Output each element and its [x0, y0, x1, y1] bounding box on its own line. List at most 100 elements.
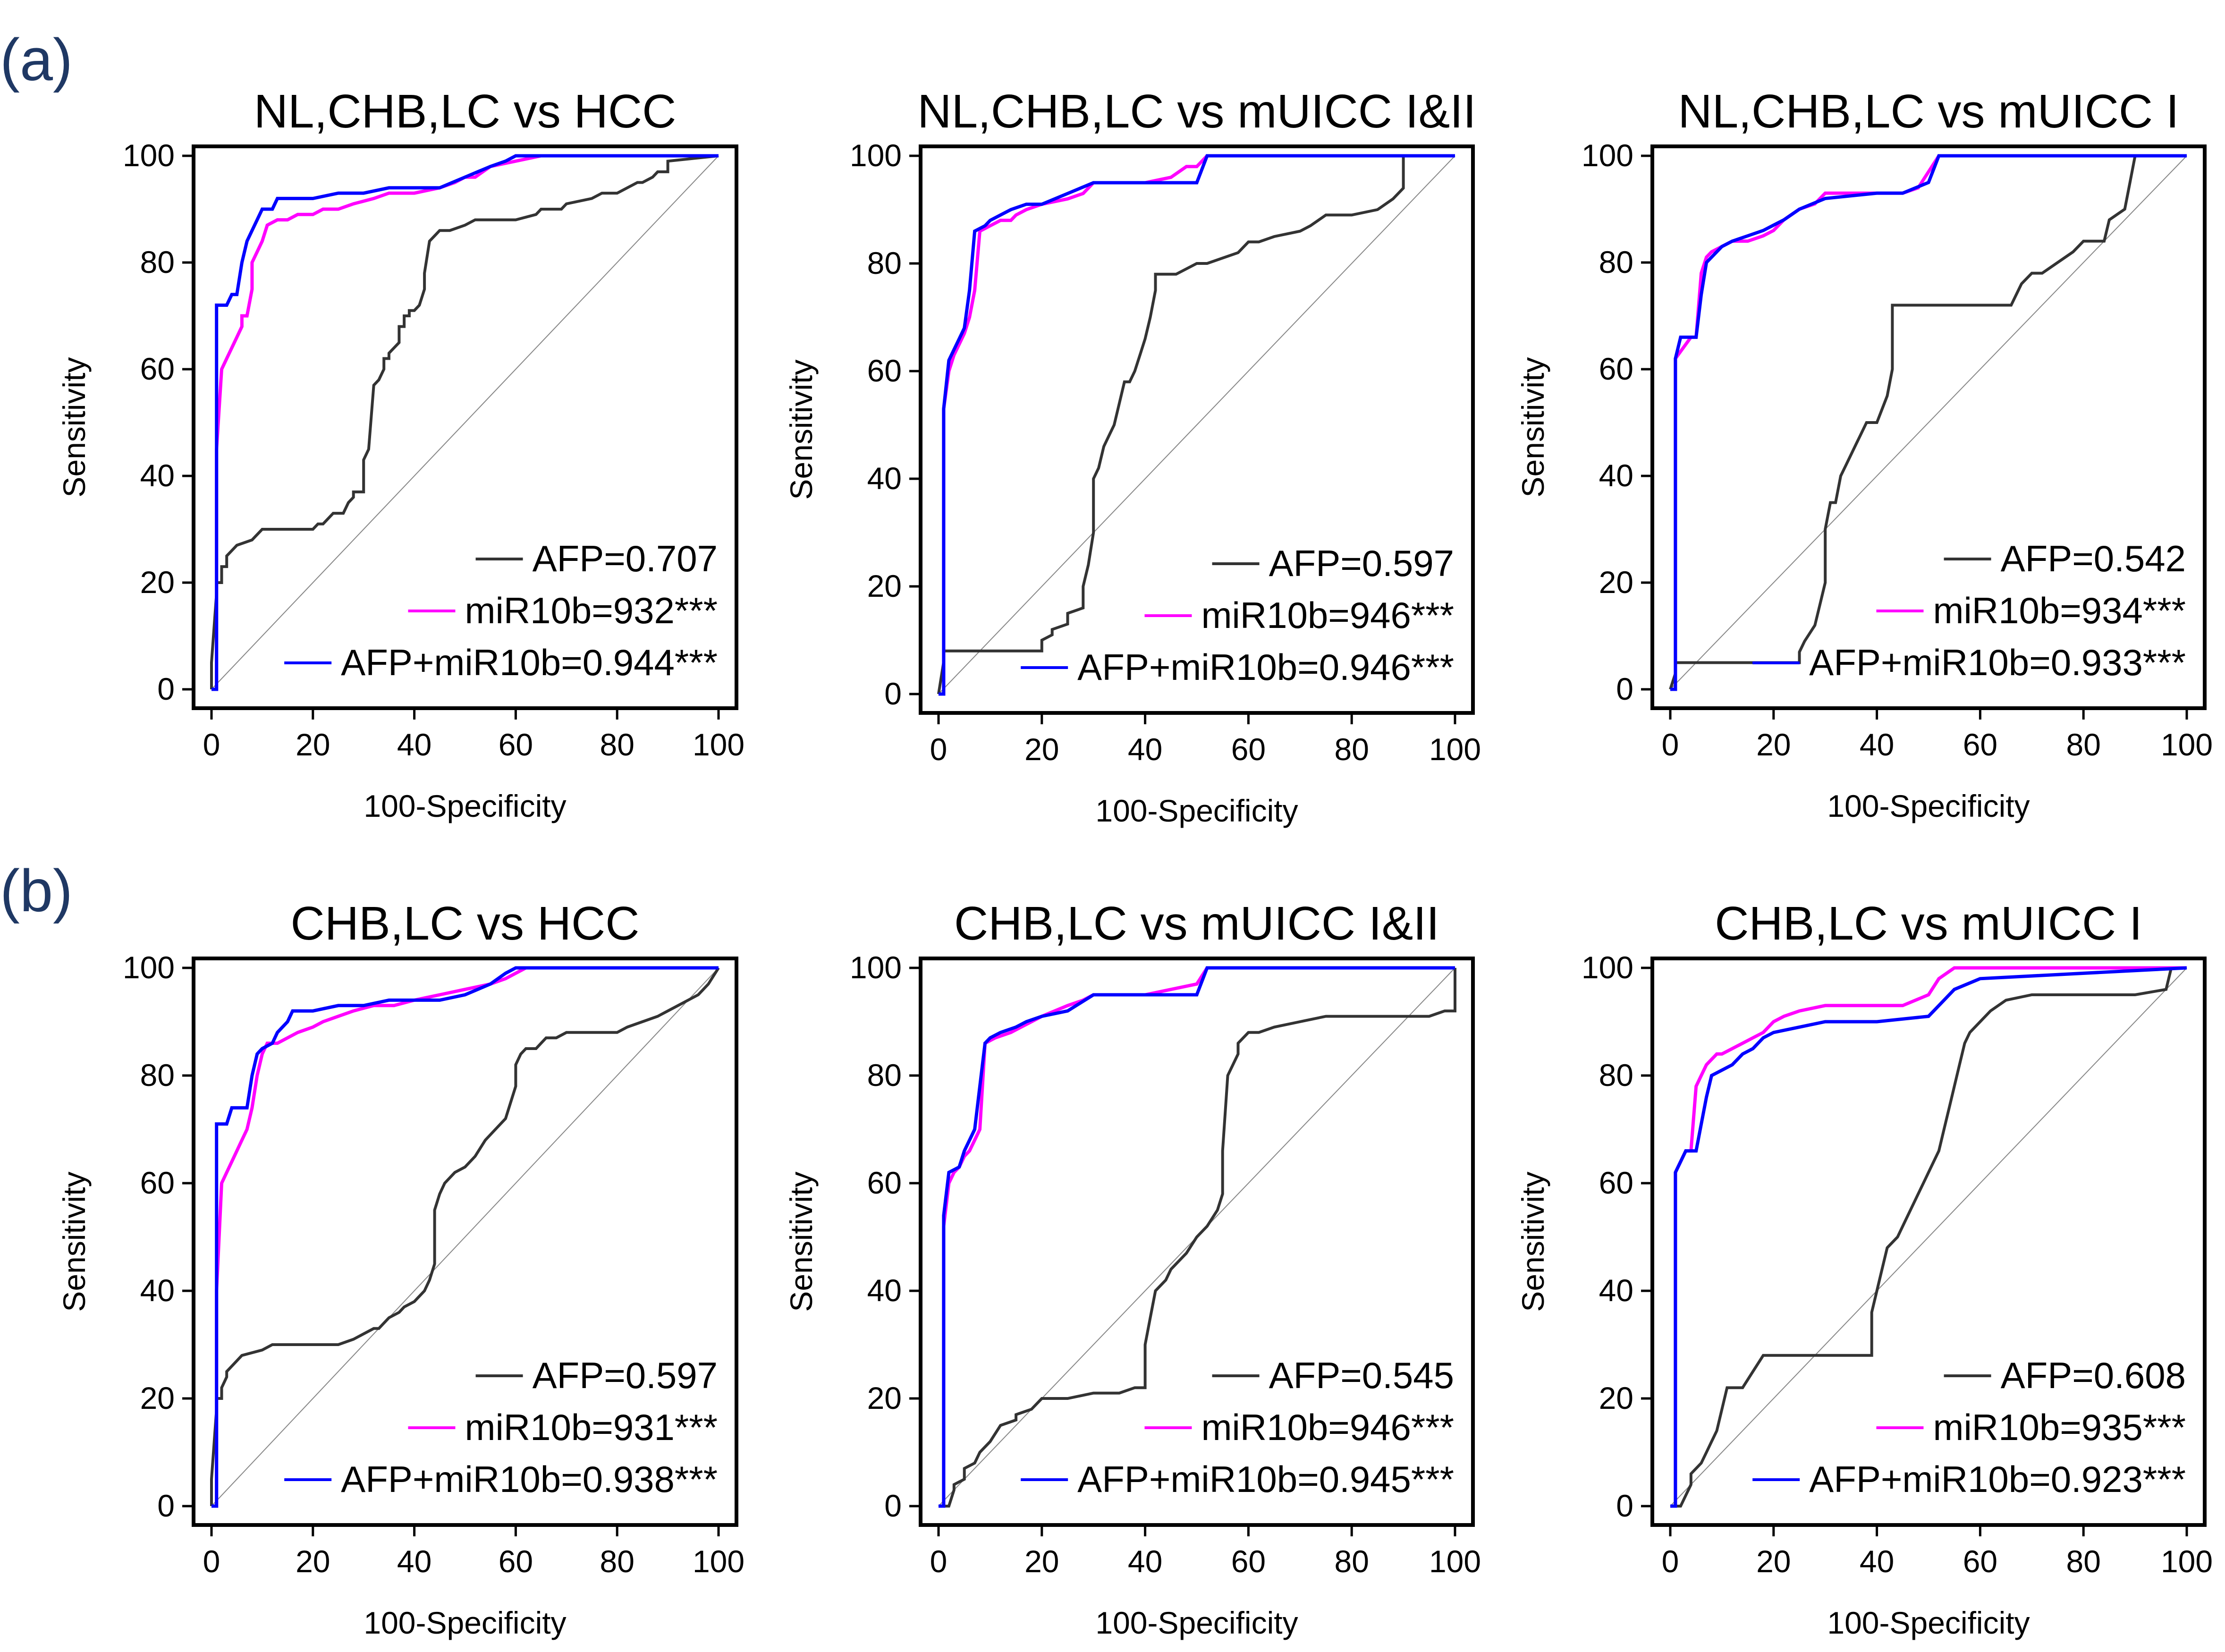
roc-curve-afp-mir10b: [939, 154, 1455, 696]
y-tick-label: 0: [157, 671, 175, 706]
y-tick-label: 0: [157, 1488, 175, 1523]
roc-curve-afp-mir10b: [939, 966, 1455, 1508]
x-tick-label: 100: [2161, 1544, 2213, 1579]
roc-chart-4: CHB,LC vs HCC 0 20 40 60 80 100 0 20 40 60 80 100 100…: [57, 897, 744, 1640]
roc-curve-afp: [937, 154, 1455, 695]
roc-chart-5: CHB,LC vs mUICC I&II 0 20 40 60 80 100 0 20 40 60 8…: [784, 897, 1481, 1640]
plot-frame: [919, 144, 1475, 715]
legend-entry-afp: AFP=0.597: [1269, 542, 1454, 584]
y-tick-label: 20: [867, 568, 902, 603]
y-tick-label: 80: [1599, 1058, 1633, 1093]
legend-entry-afp: AFP=0.608: [2001, 1355, 2186, 1396]
x-tick-label: 20: [1756, 1544, 1791, 1579]
legend-entry-afp-mir10b: AFP+miR10b=0.923***: [1809, 1458, 2186, 1500]
x-tick-label: 80: [600, 727, 634, 762]
roc-curve-mir10b: [212, 154, 719, 691]
legend-entry-mir10b: miR10b=932***: [465, 590, 718, 631]
roc-curve-afp: [210, 967, 720, 1506]
y-tick-label: 0: [1616, 671, 1633, 706]
y-tick-label: 100: [1582, 950, 1633, 985]
x-tick-label: 40: [397, 727, 431, 762]
x-tick-label: 100: [693, 727, 744, 762]
y-tick-label: 100: [850, 950, 902, 985]
y-tick-label: 0: [884, 676, 902, 711]
plot-frame: [192, 144, 738, 710]
x-axis-label: 100-Specificity: [1095, 793, 1298, 828]
legend-entry-afp-mir10b: AFP+miR10b=0.933***: [1809, 642, 2186, 683]
x-tick-label: 20: [1024, 732, 1059, 767]
roc-curve-mir10b: [939, 154, 1455, 696]
x-tick-label: 80: [1334, 1544, 1369, 1579]
legend-entry-afp: AFP=0.707: [533, 538, 718, 579]
roc-curve-mir10b: [939, 966, 1455, 1508]
y-tick-label: 100: [850, 138, 902, 173]
x-tick-label: 100: [1429, 732, 1481, 767]
y-axis-label: Sensitivity: [1515, 357, 1550, 497]
y-axis-label: Sensitivity: [57, 357, 92, 497]
plot-frame: [192, 957, 738, 1527]
y-tick-label: 20: [140, 565, 175, 600]
plot-frame: [1650, 144, 2207, 710]
legend-entry-afp-mir10b: AFP+miR10b=0.944***: [341, 642, 718, 683]
y-axis-label: Sensitivity: [784, 1171, 819, 1312]
x-tick-label: 0: [203, 727, 220, 762]
roc-curve-afp-mir10b: [1670, 966, 2187, 1508]
legend-entry-mir10b: miR10b=934***: [1933, 590, 2186, 631]
y-tick-label: 60: [867, 353, 902, 388]
legend-entry-mir10b: miR10b=946***: [1201, 1406, 1454, 1448]
y-tick-label: 100: [1582, 138, 1633, 173]
x-axis-label: 100-Specificity: [364, 788, 566, 823]
y-tick-label: 40: [140, 458, 175, 493]
x-tick-label: 60: [499, 727, 533, 762]
x-tick-label: 100: [1429, 1544, 1481, 1579]
x-tick-label: 100: [2161, 727, 2213, 762]
legend-entry-mir10b: miR10b=946***: [1201, 594, 1454, 636]
y-tick-label: 20: [1599, 1381, 1633, 1415]
y-tick-label: 40: [1599, 458, 1633, 493]
roc-chart-3: NL,CHB,LC vs mUICC I 0 20 40 60 80 100 0 20 40 60 8…: [1515, 85, 2213, 823]
y-tick-label: 0: [1616, 1488, 1633, 1523]
roc-curve-afp-mir10b: [212, 966, 719, 1508]
chart-title: CHB,LC vs mUICC I: [1715, 897, 2142, 950]
x-tick-label: 0: [1662, 1544, 1679, 1579]
y-tick-label: 20: [140, 1381, 175, 1415]
x-tick-label: 60: [1963, 727, 1997, 762]
x-tick-label: 60: [499, 1544, 533, 1579]
y-tick-label: 20: [1599, 565, 1633, 600]
legend-entry-mir10b: miR10b=931***: [465, 1406, 718, 1448]
legend-entry-afp-mir10b: AFP+miR10b=0.946***: [1077, 646, 1454, 688]
x-axis-label: 100-Specificity: [364, 1605, 566, 1640]
x-tick-label: 40: [1860, 1544, 1894, 1579]
y-tick-label: 60: [140, 351, 175, 386]
plot-frame: [919, 957, 1475, 1527]
y-tick-label: 80: [867, 1058, 902, 1093]
y-tick-label: 80: [140, 1058, 175, 1093]
x-tick-label: 40: [1128, 732, 1162, 767]
roc-curve-afp: [210, 154, 719, 689]
x-tick-label: 0: [930, 732, 948, 767]
panel-label-a: (a): [0, 26, 73, 93]
x-tick-label: 80: [2066, 1544, 2100, 1579]
roc-curve-afp: [1670, 966, 2187, 1508]
roc-curve-afp-mir10b: [1670, 154, 2187, 691]
legend-entry-afp-mir10b: AFP+miR10b=0.938***: [341, 1458, 718, 1500]
x-axis-label: 100-Specificity: [1827, 1605, 2030, 1640]
y-tick-label: 60: [1599, 1165, 1633, 1200]
panel-label-b: (b): [0, 857, 73, 924]
x-tick-label: 60: [1231, 1544, 1266, 1579]
y-tick-label: 20: [867, 1381, 902, 1415]
y-tick-label: 0: [884, 1488, 902, 1523]
x-tick-label: 0: [930, 1544, 948, 1579]
y-tick-label: 80: [867, 246, 902, 280]
roc-chart-2: NL,CHB,LC vs mUICC I&II 0 20 40 60 80 100 0 20 40…: [784, 85, 1481, 828]
x-tick-label: 0: [203, 1544, 220, 1579]
y-tick-label: 40: [1599, 1273, 1633, 1308]
legend-entry-afp: AFP=0.542: [2001, 538, 2186, 579]
x-tick-label: 60: [1231, 732, 1266, 767]
y-axis-label: Sensitivity: [57, 1171, 92, 1312]
reference-diagonal: [1670, 155, 2187, 690]
x-tick-label: 40: [1860, 727, 1894, 762]
chart-title: NL,CHB,LC vs mUICC I: [1678, 85, 2179, 138]
x-tick-label: 0: [1662, 727, 1679, 762]
